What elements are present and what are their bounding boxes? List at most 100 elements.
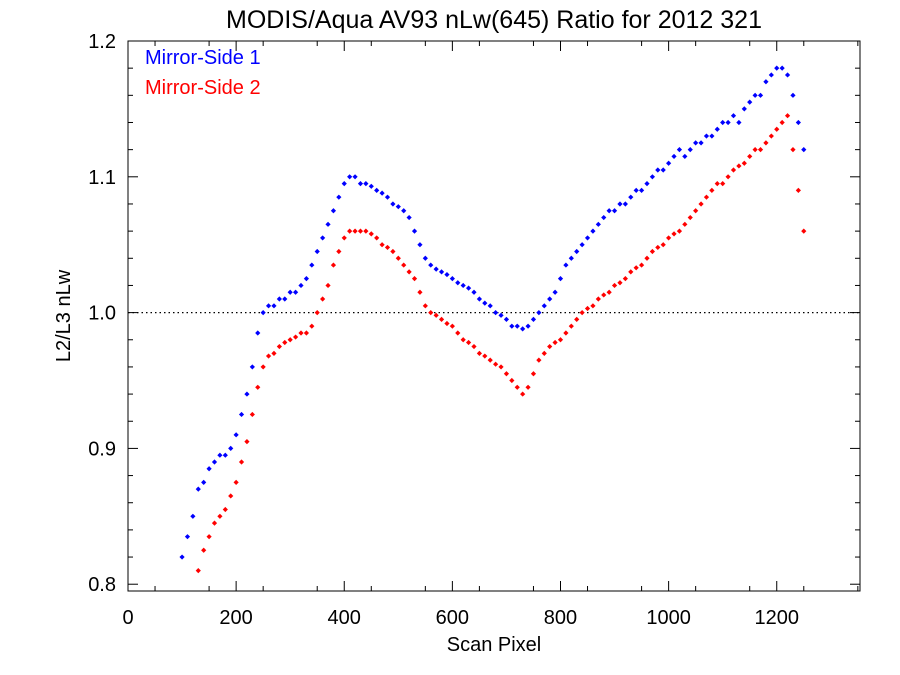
series-1-point bbox=[374, 187, 380, 193]
series-2-point bbox=[622, 276, 628, 282]
series-1-point bbox=[303, 276, 310, 282]
plot-frame bbox=[127, 40, 861, 592]
series-2-point bbox=[644, 255, 650, 261]
series-1-point bbox=[298, 282, 304, 289]
series-1-point bbox=[363, 180, 369, 187]
series-1-point bbox=[276, 296, 282, 302]
series-2-point bbox=[357, 228, 364, 234]
series-1-point bbox=[347, 174, 353, 180]
series-2-point bbox=[552, 339, 558, 346]
series-2-point bbox=[676, 228, 683, 234]
series-2-point bbox=[233, 479, 239, 485]
series-2-point bbox=[336, 248, 342, 255]
x-tick-label: 600 bbox=[436, 607, 469, 629]
series-2-point bbox=[395, 255, 401, 261]
series-2-point bbox=[211, 520, 218, 526]
y-axis-title: L2/L3 nLw bbox=[53, 269, 75, 362]
series-1-point bbox=[530, 316, 537, 322]
series-1-point bbox=[676, 147, 683, 153]
series-1-point bbox=[563, 262, 569, 268]
series-2-point bbox=[730, 167, 737, 173]
series-2-point bbox=[682, 221, 688, 227]
series-2-point bbox=[292, 334, 299, 340]
x-axis-title: Scan Pixel bbox=[447, 634, 542, 656]
series-1-point bbox=[682, 153, 688, 160]
y-tick-label: 1.1 bbox=[88, 167, 116, 189]
series-1-point bbox=[417, 242, 423, 248]
series-2-point bbox=[541, 350, 547, 356]
series-2-point bbox=[406, 269, 412, 275]
x-tick-label: 200 bbox=[219, 607, 252, 629]
series-2-point bbox=[525, 384, 531, 390]
series-2-point bbox=[606, 289, 612, 295]
series-1-point bbox=[352, 174, 358, 180]
series-1-point bbox=[644, 180, 650, 187]
series-2-point bbox=[374, 235, 380, 241]
series-2-point bbox=[384, 244, 391, 251]
y-tick-label: 0.9 bbox=[88, 438, 116, 460]
series-1-point bbox=[390, 201, 396, 207]
series-2-point bbox=[325, 282, 331, 289]
series-2-point bbox=[471, 343, 477, 350]
series-1-point bbox=[265, 303, 272, 309]
series-2-point bbox=[590, 303, 596, 309]
legend-mirror-side-1: Mirror-Side 1 bbox=[145, 47, 261, 69]
series-1-point bbox=[784, 72, 791, 78]
series-1-point bbox=[465, 285, 472, 291]
series-2-point bbox=[784, 113, 791, 119]
series-2-point bbox=[330, 262, 337, 268]
series-1-point bbox=[460, 282, 466, 289]
series-1-point bbox=[795, 119, 801, 126]
series-2-point bbox=[520, 391, 526, 397]
series-1-point bbox=[206, 466, 212, 472]
y-tick-label: 1.2 bbox=[88, 31, 116, 53]
series-1-point bbox=[606, 208, 612, 214]
series-2-point bbox=[368, 231, 374, 237]
series-1-point bbox=[752, 92, 758, 98]
series-1-point bbox=[309, 262, 315, 268]
series-2-point bbox=[638, 262, 645, 268]
series-1-point bbox=[406, 214, 412, 221]
series-1-point bbox=[498, 312, 504, 318]
series-2-point bbox=[714, 180, 720, 187]
series-2-point bbox=[433, 312, 439, 318]
series-1-point bbox=[541, 303, 547, 309]
series-1-point bbox=[709, 133, 715, 139]
series-1-point bbox=[395, 204, 401, 210]
series-1-point bbox=[736, 119, 742, 126]
series-2-point bbox=[547, 343, 553, 350]
series-2-point bbox=[514, 384, 520, 390]
series-1-point bbox=[557, 276, 564, 282]
series-2-point bbox=[444, 320, 450, 327]
series-2-point bbox=[309, 323, 315, 329]
y-tick-label: 0.8 bbox=[88, 574, 116, 596]
series-1-point bbox=[233, 432, 239, 438]
y-tick-labels: 0.8 0.9 1.0 1.1 1.2 bbox=[88, 31, 116, 596]
series-1-point bbox=[579, 242, 585, 248]
series-2-point bbox=[720, 180, 726, 187]
series-1-point bbox=[757, 92, 764, 98]
legend-mirror-side-2: Mirror-Side 2 bbox=[145, 77, 261, 99]
series-1-point bbox=[482, 300, 488, 306]
series-1-point bbox=[438, 269, 445, 275]
series-2-point bbox=[628, 269, 634, 275]
series-2-point bbox=[763, 140, 769, 146]
series-2-point bbox=[725, 174, 731, 180]
series-1-point bbox=[509, 323, 515, 329]
series-2-point bbox=[422, 303, 428, 309]
series-1-point bbox=[747, 99, 753, 105]
series-2-point bbox=[611, 282, 618, 289]
series-2-point bbox=[747, 153, 753, 160]
series-1-point bbox=[622, 201, 628, 207]
series-1-point bbox=[693, 140, 699, 146]
series-1-point bbox=[179, 554, 185, 560]
series-1-point bbox=[730, 113, 737, 119]
series-1-point bbox=[628, 194, 634, 200]
series-2-point bbox=[217, 513, 223, 519]
series-1-point bbox=[271, 303, 277, 309]
series-1-point bbox=[520, 326, 526, 332]
series-2-point bbox=[649, 248, 656, 255]
series-1-point bbox=[633, 187, 639, 193]
series-2-point bbox=[693, 208, 699, 214]
